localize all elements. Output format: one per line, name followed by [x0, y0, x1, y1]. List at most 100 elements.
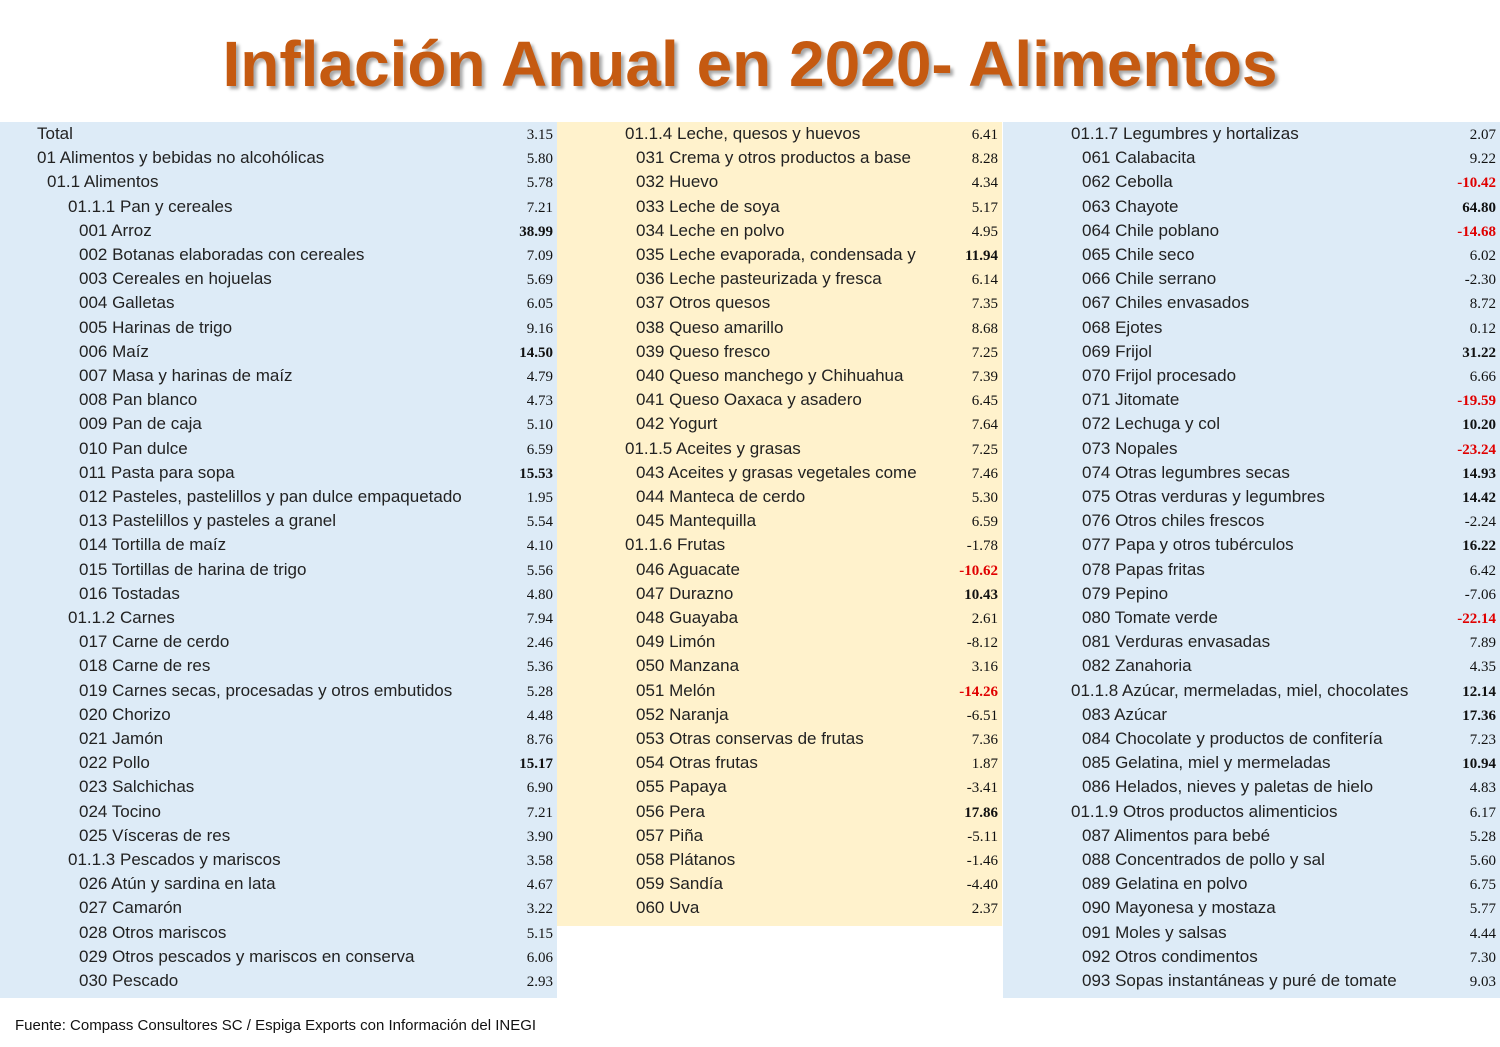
table-row: 050 Manzana 3.16 — [557, 654, 1002, 678]
item-value: 6.06 — [526, 949, 553, 966]
item-label: 067 Chiles envasados — [1082, 293, 1250, 313]
item-label: 085 Gelatina, miel y mermeladas — [1082, 753, 1331, 773]
item-label: 022 Pollo — [79, 753, 150, 773]
item-label: 062 Cebolla — [1082, 172, 1173, 192]
table-row: 024 Tocino 7.21 — [0, 800, 557, 824]
table-row: 069 Frijol 31.22 — [1003, 340, 1500, 364]
item-value: 5.60 — [1469, 853, 1496, 869]
item-value: -6.51 — [966, 707, 998, 724]
table-row: 078 Papas fritas 6.42 — [1003, 558, 1500, 582]
item-value: 4.10 — [526, 538, 553, 555]
item-value: 5.17 — [971, 199, 998, 216]
item-label: 051 Melón — [636, 680, 716, 700]
item-value: 6.66 — [1469, 369, 1496, 385]
item-value: 10.94 — [1462, 756, 1496, 773]
item-value: 6.59 — [971, 514, 998, 531]
item-label: 010 Pan dulce — [79, 438, 188, 458]
item-value: 15.17 — [519, 756, 553, 773]
item-label: 035 Leche evaporada, condensada y — [636, 245, 916, 264]
table-row: 066 Chile serrano -2.30 — [1003, 267, 1500, 291]
item-label: 089 Gelatina en polvo — [1082, 874, 1248, 894]
item-label: 023 Salchichas — [79, 777, 195, 797]
table-row: 032 Huevo 4.34 — [557, 170, 1002, 194]
table-row: 043 Aceites y grasas vegetales come 7.46 — [557, 461, 1002, 485]
item-label: 032 Huevo — [636, 172, 719, 192]
table-row: 037 Otros quesos 7.35 — [557, 291, 1002, 315]
table-row: 025 Vísceras de res 3.90 — [0, 824, 557, 848]
item-label: 057 Piña — [636, 825, 704, 845]
item-label: 01.1.8 Azúcar, mermeladas, miel, chocola… — [1071, 680, 1409, 700]
item-value: -1.46 — [966, 853, 998, 869]
table-row: 01.1 Alimentos 5.78 — [0, 170, 557, 194]
item-label: 01.1.5 Aceites y grasas — [625, 438, 801, 458]
table-row: 091 Moles y salsas 4.44 — [1003, 921, 1500, 945]
item-value: 7.89 — [1469, 635, 1496, 652]
item-label: 091 Moles y salsas — [1082, 922, 1227, 942]
item-label: 080 Tomate verde — [1082, 608, 1218, 627]
item-value: 1.87 — [971, 756, 998, 773]
item-value: 3.16 — [971, 659, 998, 676]
table-row: 080 Tomate verde -22.14 — [1003, 606, 1500, 630]
item-value: 10.43 — [964, 586, 998, 603]
table-row: 020 Chorizo 4.48 — [0, 703, 557, 727]
table-row: 028 Otros mariscos 5.15 — [0, 921, 557, 945]
item-value: 5.78 — [526, 175, 553, 192]
item-value: -5.11 — [967, 828, 998, 845]
table-row: 011 Pasta para sopa 15.53 — [0, 461, 557, 485]
item-value: 2.61 — [971, 611, 998, 627]
table-row: 060 Uva 2.37 — [557, 896, 1002, 920]
table-row: 003 Cereales en hojuelas 5.69 — [0, 267, 557, 291]
item-label: 045 Mantequilla — [636, 511, 757, 531]
table-row: 089 Gelatina en polvo 6.75 — [1003, 872, 1500, 896]
item-label: 01.1.7 Legumbres y hortalizas — [1071, 124, 1299, 143]
item-value: 7.36 — [971, 732, 998, 748]
table-row: 047 Durazno 10.43 — [557, 582, 1002, 606]
item-label: 065 Chile seco — [1082, 245, 1195, 264]
table-row: 042 Yogurt 7.64 — [557, 412, 1002, 436]
item-label: 006 Maíz — [79, 341, 149, 361]
item-label: 031 Crema y otros productos a base — [636, 148, 911, 168]
item-value: 2.37 — [971, 901, 998, 918]
item-value: -2.24 — [1464, 514, 1496, 531]
table-row: Total 3.15 — [0, 122, 557, 146]
table-row: 063 Chayote 64.80 — [1003, 195, 1500, 219]
item-label: 060 Uva — [636, 898, 700, 918]
item-value: 17.36 — [1462, 707, 1496, 724]
item-value: -1.78 — [966, 538, 998, 555]
table-row: 039 Queso fresco 7.25 — [557, 340, 1002, 364]
item-value: 7.09 — [526, 248, 553, 264]
table-row: 006 Maíz 14.50 — [0, 340, 557, 364]
item-label: 011 Pasta para sopa — [79, 462, 235, 482]
table-row: 022 Pollo 15.17 — [0, 751, 557, 775]
item-label: 093 Sopas instantáneas y puré de tomate — [1082, 971, 1397, 990]
item-label: 009 Pan de caja — [79, 414, 202, 434]
table-row: 016 Tostadas 4.80 — [0, 582, 557, 606]
item-label: 040 Queso manchego y Chihuahua — [636, 366, 904, 385]
item-label: 083 Azúcar — [1082, 704, 1168, 724]
item-label: 017 Carne de cerdo — [79, 632, 230, 652]
item-value: 5.28 — [1469, 828, 1496, 845]
table-row: 030 Pescado 2.93 — [0, 969, 557, 993]
item-label: 01.1.3 Pescados y mariscos — [68, 850, 281, 869]
item-value: -4.40 — [966, 877, 998, 894]
item-label: 047 Durazno — [636, 583, 734, 603]
item-value: 7.25 — [971, 344, 998, 361]
table-row: 041 Queso Oaxaca y asadero 6.45 — [557, 388, 1002, 412]
column: 01.1.7 Legumbres y hortalizas 2.07 061 Cal… — [1003, 122, 1500, 999]
item-label: 015 Tortillas de harina de trigo — [79, 559, 307, 579]
item-value: -19.59 — [1457, 393, 1496, 410]
table-row: 090 Mayonesa y mostaza 5.77 — [1003, 896, 1500, 920]
item-label: 072 Lechuga y col — [1082, 414, 1220, 434]
item-label: 042 Yogurt — [636, 414, 718, 434]
item-value: 9.03 — [1469, 974, 1496, 990]
table-row: 062 Cebolla -10.42 — [1003, 170, 1500, 194]
item-value: 3.58 — [526, 853, 553, 869]
item-value: 6.45 — [971, 393, 998, 410]
item-label: 044 Manteca de cerdo — [636, 487, 806, 506]
table-row: 072 Lechuga y col 10.20 — [1003, 412, 1500, 436]
item-label: 054 Otras frutas — [636, 753, 758, 773]
item-label: 088 Concentrados de pollo y sal — [1082, 850, 1325, 869]
item-label: 055 Papaya — [636, 777, 727, 797]
item-label: 064 Chile poblano — [1082, 220, 1220, 240]
item-value: 7.46 — [971, 465, 998, 482]
